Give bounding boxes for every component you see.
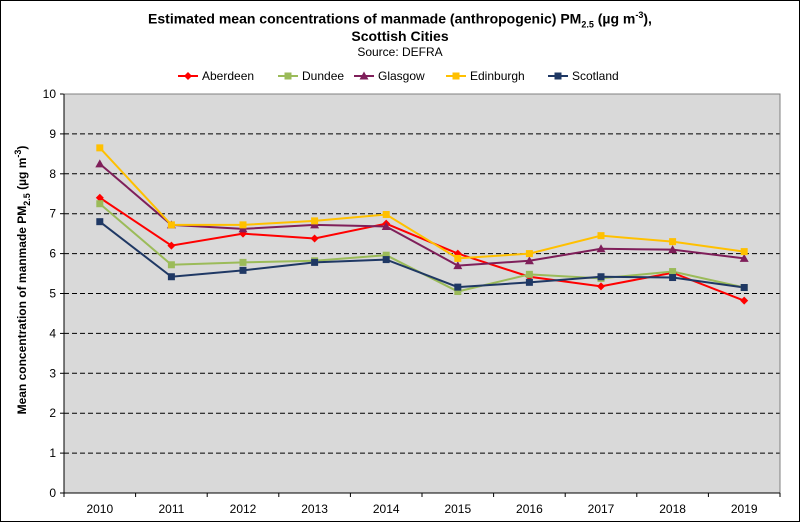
x-tick-label: 2012 xyxy=(230,502,257,516)
data-point-edinburgh xyxy=(525,250,533,258)
series-line-edinburgh xyxy=(99,147,745,260)
data-point-edinburgh xyxy=(382,210,390,218)
legend-label: Glasgow xyxy=(378,69,425,83)
series-line-scotland xyxy=(99,220,745,289)
data-point-glasgow xyxy=(596,244,606,253)
data-point-edinburgh xyxy=(454,254,462,262)
data-point-scotland xyxy=(669,274,677,282)
y-tick-label: 5 xyxy=(49,287,56,301)
legend: Aberdeen Dundee Glasgow Edinburgh Scotland xyxy=(178,69,619,83)
legend-marker xyxy=(452,72,460,80)
y-tick-label: 2 xyxy=(49,406,56,420)
series-line-glasgow xyxy=(99,163,745,267)
data-point-edinburgh xyxy=(740,248,748,256)
y-tick-label: 10 xyxy=(43,87,57,101)
data-point-scotland xyxy=(382,256,390,264)
x-tick-label: 2017 xyxy=(588,502,615,516)
legend-label: Scotland xyxy=(572,69,619,83)
data-point-dundee xyxy=(239,258,247,266)
data-point-glasgow xyxy=(668,245,678,254)
legend-marker xyxy=(184,72,192,80)
series-line-aberdeen xyxy=(99,196,745,302)
y-axis-label: Mean concentration of manmade PM2.5 (µg … xyxy=(13,146,32,415)
legend-marker xyxy=(284,72,292,80)
data-point-scotland xyxy=(740,284,748,292)
data-point-dundee xyxy=(96,200,104,208)
chart-title: Estimated mean concentrations of manmade… xyxy=(148,10,652,30)
data-point-scotland xyxy=(311,258,319,266)
legend-label: Dundee xyxy=(302,69,344,83)
y-tick-label: 7 xyxy=(49,207,56,221)
data-point-dundee xyxy=(669,268,677,276)
data-point-aberdeen xyxy=(167,241,176,250)
data-point-glasgow xyxy=(524,256,534,265)
x-tick-label: 2015 xyxy=(444,502,471,516)
data-point-dundee xyxy=(454,288,462,296)
x-tick-label: 2014 xyxy=(373,502,400,516)
data-point-glasgow xyxy=(381,221,391,230)
legend-marker xyxy=(554,72,562,80)
y-tick-label: 9 xyxy=(49,127,56,141)
data-point-edinburgh xyxy=(167,221,175,229)
axes xyxy=(63,93,781,497)
y-tick-label: 8 xyxy=(49,167,56,181)
x-tick-label: 2018 xyxy=(659,502,686,516)
data-point-edinburgh xyxy=(669,238,677,246)
chart-title-line2: Scottish Cities xyxy=(351,28,449,44)
data-point-glasgow xyxy=(739,253,749,262)
data-point-dundee xyxy=(167,261,175,269)
data-point-edinburgh xyxy=(597,232,605,240)
gridlines xyxy=(60,93,780,494)
data-point-dundee xyxy=(382,251,390,259)
data-point-glasgow xyxy=(95,159,105,168)
data-point-scotland xyxy=(239,266,247,274)
data-point-scotland xyxy=(454,283,462,291)
data-point-edinburgh xyxy=(311,217,319,225)
data-point-aberdeen xyxy=(597,282,605,291)
x-tick-label: 2016 xyxy=(516,502,543,516)
y-tick-labels: 0 1 2 3 4 5 6 7 8 9 10 xyxy=(43,87,57,500)
data-point-scotland xyxy=(525,278,533,286)
data-point-aberdeen xyxy=(310,234,319,243)
data-point-glasgow xyxy=(453,261,463,270)
y-tick-label: 0 xyxy=(49,486,56,500)
data-point-scotland xyxy=(597,273,605,281)
x-tick-label: 2013 xyxy=(301,502,328,516)
data-point-aberdeen xyxy=(740,296,749,305)
x-tick-labels: 2010 2011 2012 2013 2014 2015 2016 2017 2018 2019 xyxy=(86,502,757,516)
y-tick-label: 4 xyxy=(49,326,56,340)
x-tick-label: 2011 xyxy=(158,502,184,516)
y-tick-label: 1 xyxy=(49,446,56,460)
x-tick-label: 2019 xyxy=(731,502,758,516)
series-lines xyxy=(99,147,745,302)
x-tick-label: 2010 xyxy=(86,502,113,516)
legend-label: Edinburgh xyxy=(470,69,525,83)
data-point-dundee xyxy=(525,270,533,278)
data-point-edinburgh xyxy=(96,144,104,152)
data-point-edinburgh xyxy=(239,221,247,229)
y-tick-label: 3 xyxy=(49,366,56,380)
legend-marker xyxy=(359,71,369,80)
series-markers xyxy=(95,144,749,305)
data-point-aberdeen xyxy=(95,193,104,202)
chart-subtitle: Source: DEFRA xyxy=(357,45,443,59)
y-tick-label: 6 xyxy=(49,247,56,261)
data-point-scotland xyxy=(96,218,104,226)
legend-label: Aberdeen xyxy=(202,69,254,83)
data-point-scotland xyxy=(167,273,175,281)
